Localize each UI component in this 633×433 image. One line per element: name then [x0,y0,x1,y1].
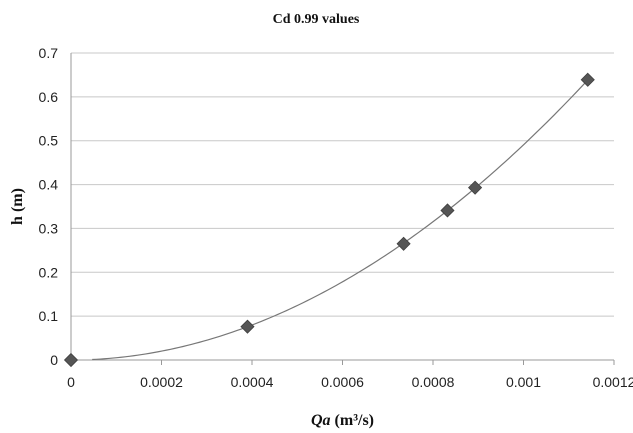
x-tick-label: 0.0012 [593,374,633,390]
y-tick-label: 0 [50,352,58,368]
data-point [440,203,455,218]
x-tick-label: 0 [67,374,75,390]
trendline-layer [92,79,589,361]
x-tick-label: 0.0006 [321,374,364,390]
y-tick-label: 0.7 [39,45,59,61]
y-axis-title: h (m) [9,188,26,225]
x-tick-label: 0.0004 [231,374,274,390]
y-tick-label: 0.6 [39,89,59,105]
data-point [240,319,255,334]
chart-title: Cd 0.99 values [273,12,360,27]
power-trendline [92,79,589,361]
x-tick-label: 0.001 [506,374,541,390]
gridlines [71,52,614,317]
y-tick-label: 0.4 [39,177,59,193]
data-point [63,352,79,368]
y-tick-label: 0.3 [39,220,59,236]
y-tick-label: 0.2 [39,264,59,280]
x-axis-title-unit: (m³/s) [331,412,374,429]
x-tick-label: 0.0008 [412,374,455,390]
y-tick-label: 0.1 [39,308,59,324]
y-tick-label: 0.5 [39,133,59,149]
x-tick-labels: 0 0.0002 0.0004 0.0006 0.0008 0.001 0.0012 [67,374,633,390]
y-tick-labels: 0 0.1 0.2 0.3 0.4 0.5 0.6 0.7 [39,45,59,368]
x-axis-title: Qa (m³/s) [311,412,374,429]
data-points [63,72,595,368]
axes [70,53,615,365]
data-point [468,180,483,195]
data-point [580,72,595,87]
data-point [396,236,411,251]
x-tick-label: 0.0002 [140,374,183,390]
x-axis-title-symbol: Qa [311,412,331,429]
